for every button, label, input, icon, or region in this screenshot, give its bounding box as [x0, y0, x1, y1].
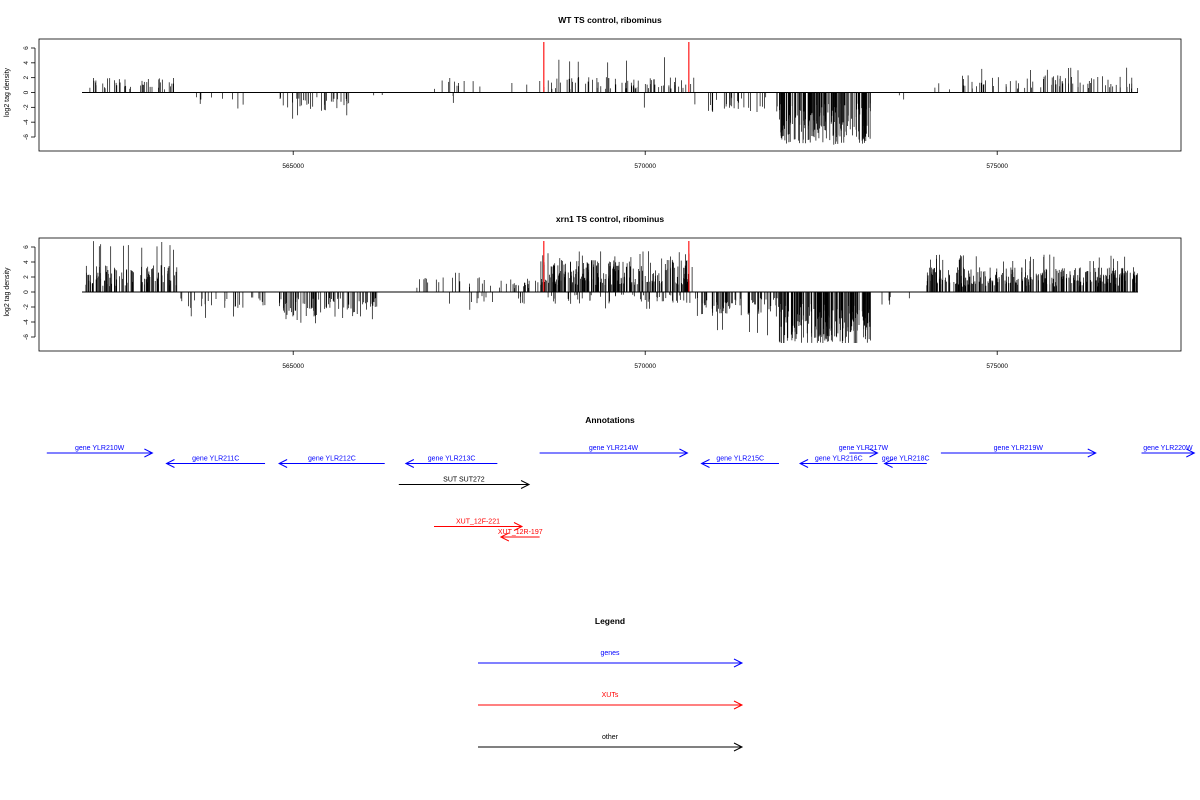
- annotation-label: gene YLR213C: [428, 456, 476, 463]
- annotation-label: gene YLR219W: [994, 445, 1044, 452]
- annotation-label: gene YLR218C: [882, 456, 930, 463]
- x-tick-label: 570000: [634, 363, 656, 370]
- legend-panel: Legend genes XUTs other: [478, 616, 744, 752]
- y-tick-label: -2: [23, 304, 30, 310]
- y-tick-label: -4: [23, 319, 30, 325]
- legend-arrow-head: [733, 700, 744, 710]
- y-tick-label: 4: [23, 260, 30, 264]
- y-tick-label: 0: [23, 90, 30, 94]
- annotation-arrow-head: [679, 448, 689, 458]
- panel-wt-markers: [543, 42, 690, 93]
- panel-xrn1-y-label: log2 tag density: [4, 267, 11, 317]
- y-tick-label: 2: [23, 275, 30, 279]
- annotation-label: gene YLR214W: [589, 445, 639, 452]
- x-tick-label: 575000: [986, 363, 1008, 370]
- annotation-arrow-head: [520, 480, 531, 489]
- annotations-title: Annotations: [585, 415, 635, 425]
- x-tick-label: 565000: [282, 163, 304, 170]
- panel-wt-bars: [89, 57, 1138, 145]
- annotation-arrow-head: [883, 459, 893, 468]
- panel-xrn1-title: xrn1 TS control, ribominus: [556, 214, 664, 224]
- y-tick-label: -4: [23, 119, 30, 125]
- annotation-label: XUT_12R-197: [498, 529, 543, 536]
- panel-wt-x-axis: 565000 570000 575000: [282, 151, 1008, 170]
- annotation-arrow-head: [869, 448, 879, 458]
- annotation-label: SUT SUT272: [443, 477, 485, 484]
- legend-label: XUTs: [602, 692, 619, 699]
- y-tick-label: 2: [23, 75, 30, 79]
- panel-wt-y-axis: 6 4 2 0 -2 -4 -6: [23, 46, 36, 140]
- legend-label: other: [602, 734, 619, 741]
- annotation-label: gene YLR215C: [716, 456, 764, 463]
- annotation-arrow-head: [1186, 448, 1196, 458]
- y-tick-label: -2: [23, 104, 30, 110]
- panel-xrn1-x-axis: 565000 570000 575000: [282, 351, 1008, 370]
- annotation-label: gene YLR211C: [192, 456, 239, 463]
- panel-xrn1-bars: [85, 241, 1138, 343]
- legend-arrow-head: [733, 658, 744, 668]
- panel-wt: WT TS control, ribominus 6 4 2 0 -2 -4 -6 5650…: [4, 15, 1182, 170]
- legend-title: Legend: [595, 616, 625, 626]
- annotation-label: gene YLR220W: [1143, 445, 1193, 452]
- annotation-label: gene YLR210W: [75, 445, 125, 452]
- x-tick-label: 570000: [634, 163, 656, 170]
- annotation-arrow-head: [798, 459, 809, 468]
- annotation-arrow-head: [513, 522, 524, 531]
- legend-items: genes XUTs other: [478, 650, 744, 752]
- y-tick-label: 4: [23, 61, 30, 65]
- legend-label: genes: [600, 650, 620, 657]
- panel-xrn1-y-axis: 6 4 2 0 -2 -4 -6: [23, 245, 36, 340]
- annotation-arrow-head: [1087, 448, 1097, 458]
- legend-arrow-head: [733, 742, 744, 752]
- y-tick-label: 6: [23, 245, 30, 249]
- annotation-label: XUT_12F-221: [456, 519, 500, 526]
- annotation-features: gene YLR210W gene YLR211C gene YLR212C gene…: [46, 445, 1196, 542]
- y-tick-label: 0: [23, 290, 30, 294]
- annotation-label: gene YLR212C: [308, 456, 356, 463]
- y-tick-label: -6: [23, 334, 30, 340]
- x-tick-label: 565000: [282, 363, 304, 370]
- panel-xrn1-markers: [543, 241, 690, 292]
- panel-wt-frame: [38, 38, 1182, 152]
- annotation-arrow-head: [499, 532, 510, 542]
- panel-xrn1-frame: [38, 237, 1182, 352]
- annotation-arrow-head: [700, 459, 710, 468]
- panel-xrn1: xrn1 TS control, ribominus 6 4 2 0 -2 -4 -6 56…: [4, 214, 1182, 370]
- panel-wt-title: WT TS control, ribominus: [558, 15, 662, 25]
- annotation-arrow-head: [404, 459, 415, 468]
- panel-wt-y-label: log2 tag density: [4, 67, 11, 117]
- y-tick-label: -6: [23, 134, 30, 140]
- x-tick-label: 575000: [986, 163, 1008, 170]
- annotation-label: gene YLR216C: [815, 456, 863, 463]
- annotation-label: gene YLR217W: [839, 445, 889, 452]
- annotation-arrow-head: [165, 459, 175, 468]
- annotation-arrow-head: [278, 459, 288, 468]
- y-tick-label: 6: [23, 46, 30, 50]
- annotation-arrow-head: [144, 448, 154, 458]
